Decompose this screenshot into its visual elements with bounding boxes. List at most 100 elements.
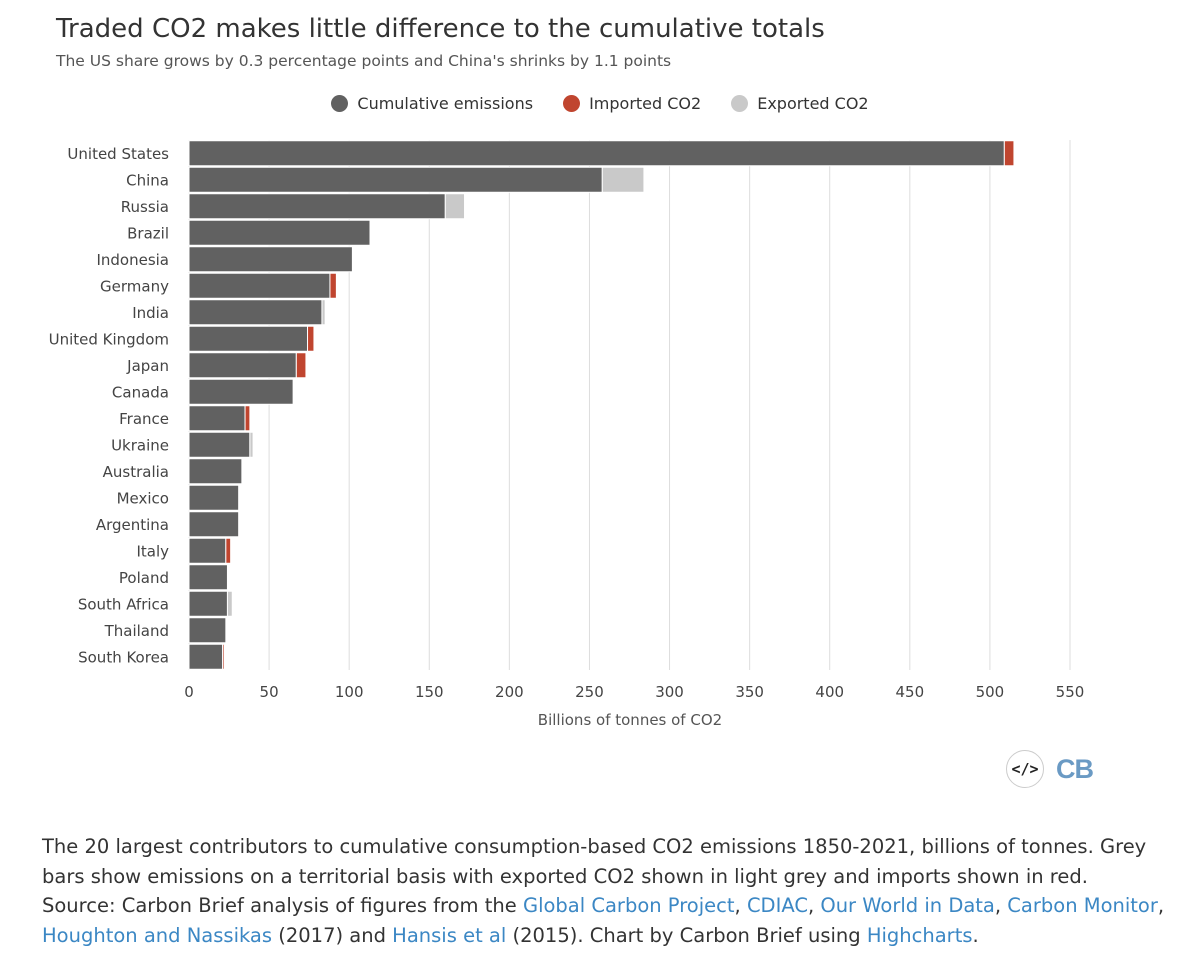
chart-subtitle: The US share grows by 0.3 percentage poi… — [56, 52, 672, 70]
bar-cumulative-japan — [188, 352, 297, 379]
category-label-canada: Canada — [112, 383, 169, 401]
bar-exported-india — [321, 299, 326, 326]
category-label-brazil: Brazil — [127, 224, 169, 242]
legend-dot-imported — [563, 95, 581, 112]
grid-lines — [188, 140, 1071, 670]
tick-label-300: 300 — [655, 683, 684, 701]
bar-cumulative-poland — [188, 564, 228, 591]
bar-cumulative-south-africa — [188, 590, 228, 617]
bar-cumulative-ukraine — [188, 431, 251, 458]
chart-title: Traded CO2 makes little difference to th… — [56, 14, 825, 44]
bar-cumulative-italy — [188, 537, 227, 564]
legend-label-cumulative: Cumulative emissions — [357, 94, 534, 113]
category-label-ukraine: Ukraine — [111, 436, 169, 454]
caption-text-3: (2015). Chart by Carbon Brief using — [506, 923, 867, 947]
bar-cumulative-australia — [188, 458, 243, 485]
category-labels: United States China Russia Brazil Indonesia G… — [49, 145, 170, 667]
bar-cumulative-russia — [188, 193, 446, 220]
tick-label-150: 150 — [415, 683, 444, 701]
bar-cumulative-india — [188, 299, 323, 326]
caption-sep-1: , — [734, 894, 747, 917]
bars — [188, 140, 1015, 670]
bar-chart: United States China Russia Brazil Indonesia G… — [49, 140, 1084, 729]
category-label-japan: Japan — [126, 357, 169, 375]
category-label-poland: Poland — [119, 569, 169, 587]
carbon-brief-logo: CB — [1056, 753, 1094, 784]
bar-cumulative-mexico — [188, 484, 240, 511]
tick-labels: 0 50 100 150 200 250 300 350 400 450 500 550 — [184, 683, 1084, 701]
link-highcharts[interactable]: Highcharts — [866, 923, 973, 947]
bar-imported-japan — [295, 352, 307, 379]
tick-label-0: 0 — [184, 683, 194, 701]
category-label-south-africa: South Africa — [78, 595, 169, 613]
tick-label-450: 450 — [895, 683, 924, 701]
bar-cumulative-south-korea — [188, 643, 224, 670]
tick-label-250: 250 — [575, 683, 604, 701]
tick-label-100: 100 — [335, 683, 364, 701]
bar-cumulative-canada — [188, 378, 294, 405]
legend-label-imported: Imported CO2 — [589, 94, 702, 113]
link-cdiac[interactable]: CDIAC — [746, 894, 808, 917]
bar-cumulative-indonesia — [188, 246, 353, 273]
caption-sep-2: , — [807, 894, 821, 917]
tick-label-200: 200 — [495, 683, 524, 701]
link-houghton-nassikas[interactable]: Houghton and Nassikas — [42, 923, 273, 947]
category-label-italy: Italy — [136, 542, 169, 560]
embed-code-button[interactable]: </> — [1006, 750, 1044, 788]
bar-cumulative-united-states — [188, 140, 1005, 167]
tick-label-550: 550 — [1056, 683, 1085, 701]
category-label-france: France — [119, 410, 169, 428]
bar-cumulative-china — [188, 166, 603, 193]
category-label-mexico: Mexico — [117, 489, 169, 507]
caption-text-1: The 20 largest contributors to cumulativ… — [42, 835, 1147, 917]
category-label-south-korea: South Korea — [78, 648, 169, 666]
tick-label-400: 400 — [815, 683, 844, 701]
link-carbon-monitor[interactable]: Carbon Monitor — [1007, 894, 1158, 917]
tick-label-500: 500 — [976, 683, 1005, 701]
legend-dot-cumulative — [331, 95, 349, 112]
caption-sep-4: , — [1157, 894, 1165, 917]
bar-imported-germany — [329, 272, 337, 299]
category-label-australia: Australia — [103, 463, 169, 481]
legend-dot-exported — [731, 95, 749, 112]
chart-tools: </> CB — [1006, 750, 1094, 788]
category-label-russia: Russia — [121, 198, 169, 216]
caption-text-4: . — [972, 923, 979, 947]
x-axis-title: Billions of tonnes of CO2 — [538, 711, 722, 729]
caption-sep-3: , — [994, 894, 1008, 917]
link-global-carbon-project[interactable]: Global Carbon Project — [522, 894, 735, 917]
category-label-thailand: Thailand — [104, 622, 169, 640]
link-hansis-et-al[interactable]: Hansis et al — [392, 923, 507, 947]
bar-imported-united-states — [1003, 140, 1015, 167]
bar-exported-south-africa — [226, 590, 233, 617]
bar-exported-china — [601, 166, 645, 193]
category-label-argentina: Argentina — [96, 516, 169, 534]
bar-exported-ukraine — [249, 431, 254, 458]
bar-cumulative-thailand — [188, 617, 227, 644]
legend-item-cumulative[interactable]: Cumulative emissions — [331, 94, 533, 113]
link-our-world-in-data[interactable]: Our World in Data — [820, 894, 995, 917]
category-label-united-kingdom: United Kingdom — [49, 330, 169, 348]
bar-imported-france — [244, 405, 251, 432]
tick-label-50: 50 — [260, 683, 279, 701]
bar-cumulative-brazil — [188, 219, 371, 246]
bar-cumulative-united-kingdom — [188, 325, 309, 352]
category-label-china: China — [126, 171, 169, 189]
bar-cumulative-argentina — [188, 511, 240, 538]
legend-item-exported[interactable]: Exported CO2 — [731, 94, 869, 113]
category-label-india: India — [132, 304, 169, 322]
bar-imported-united-kingdom — [307, 325, 315, 352]
caption-text-2: (2017) and — [272, 923, 393, 947]
legend-item-imported[interactable]: Imported CO2 — [563, 94, 701, 113]
bar-imported-south-korea — [222, 643, 225, 670]
tick-label-350: 350 — [735, 683, 764, 701]
bar-imported-italy — [225, 537, 232, 564]
category-label-germany: Germany — [100, 277, 169, 295]
legend: Cumulative emissions Imported CO2 Export… — [0, 94, 1200, 113]
category-label-indonesia: Indonesia — [96, 251, 169, 269]
chart-caption: The 20 largest contributors to cumulativ… — [42, 832, 1167, 950]
bar-cumulative-germany — [188, 272, 331, 299]
legend-label-exported: Exported CO2 — [757, 94, 869, 113]
bar-cumulative-france — [188, 405, 246, 432]
category-label-united-states: United States — [67, 145, 169, 163]
